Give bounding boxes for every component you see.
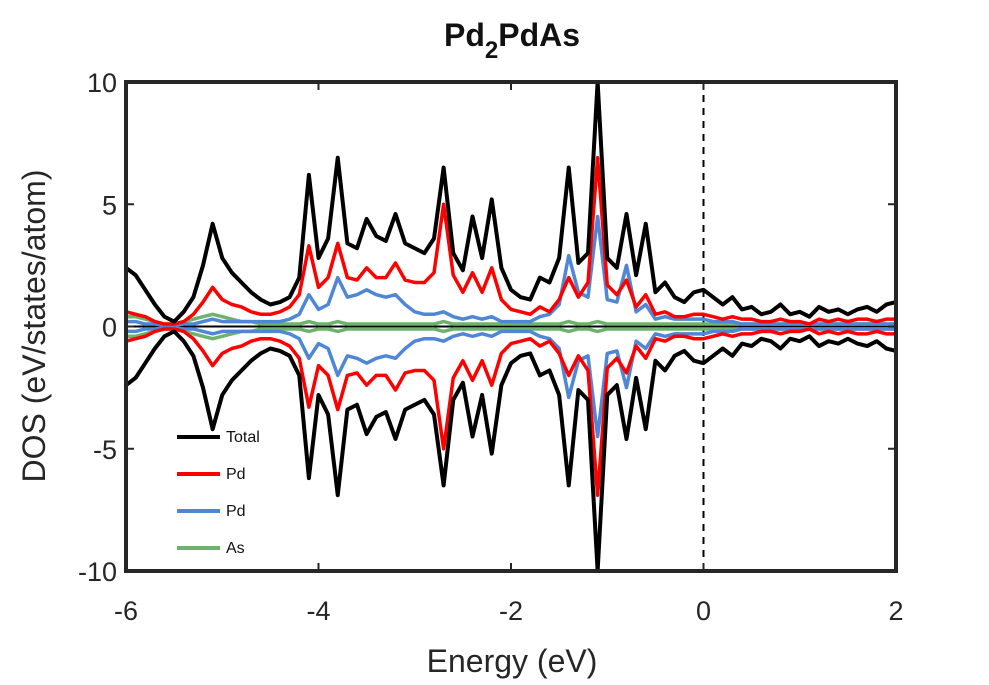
legend-label-as-3: As xyxy=(226,540,245,557)
y-tick-label: -10 xyxy=(78,557,117,587)
legend-label-pd-1: Pd xyxy=(226,466,246,483)
x-axis-label: Energy (eV) xyxy=(427,643,598,679)
legend-label-total-0: Total xyxy=(226,429,260,446)
y-tick-label: 10 xyxy=(87,68,117,98)
y-tick-label: -5 xyxy=(93,435,117,465)
chart-title-part-2: PdAs xyxy=(498,17,580,53)
legend-label-pd-2: Pd xyxy=(226,503,246,520)
y-tick-label: 5 xyxy=(102,190,117,220)
pd-spin-down-line-2 xyxy=(124,325,898,439)
x-tick-label: -6 xyxy=(114,596,138,626)
chart-title: Pd2PdAs xyxy=(444,17,580,64)
x-tick-label: -2 xyxy=(499,596,523,626)
x-tick-label: 2 xyxy=(888,596,903,626)
x-tick-label: 0 xyxy=(696,596,711,626)
pd-spin-up-line-1 xyxy=(124,156,898,326)
y-tick-label: 0 xyxy=(102,313,117,343)
x-tick-label: -4 xyxy=(306,596,330,626)
y-axis-label: DOS (eV/states/atom) xyxy=(16,170,52,483)
chart-title-part-1: Pd xyxy=(444,17,485,53)
pd-spin-up-line-2 xyxy=(124,214,898,328)
chart-title-subscript: 2 xyxy=(485,37,498,64)
tick-group: -6 -4 -2 0 2 -10 -5 0 5 10 xyxy=(78,68,904,626)
plot-area xyxy=(124,80,898,573)
total-spin-up-line-0 xyxy=(124,80,898,324)
total-spin-down-line-0 xyxy=(124,329,898,573)
pd-spin-down-line-1 xyxy=(124,327,898,497)
legend: Total Pd Pd As xyxy=(177,429,260,557)
